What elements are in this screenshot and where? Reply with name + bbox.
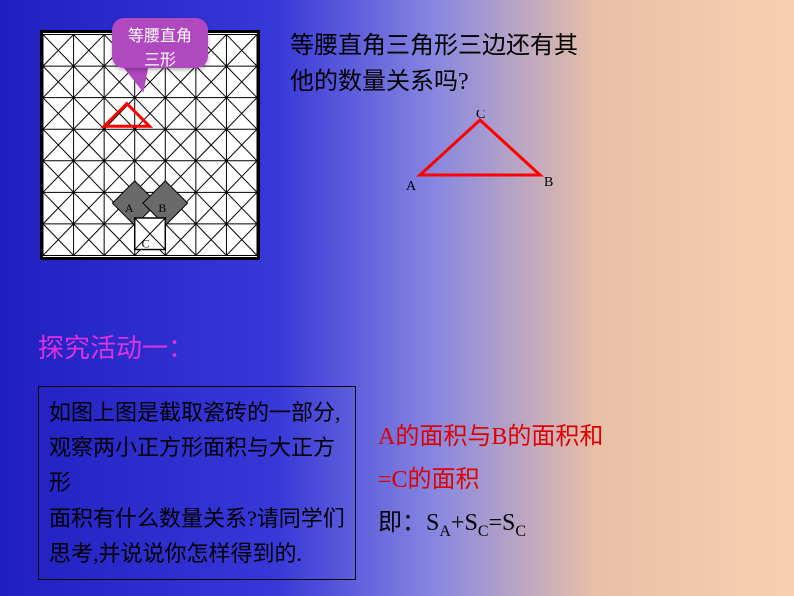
callout-bubble: 等腰直角 三形 bbox=[112, 18, 208, 68]
question-line1: 等腰直角三角形三边还有其 bbox=[290, 33, 578, 59]
body-text: 如图上图是截取瓷砖的一部分, 观察两小正方形面积与大正方形 面积有什么数量关系?… bbox=[38, 386, 356, 580]
question-line2: 他的数量关系吗? bbox=[290, 69, 469, 95]
result-l2: =C的面积 bbox=[378, 467, 480, 493]
result-mid1: +S bbox=[451, 510, 478, 536]
section-title: 探究活动一： bbox=[38, 328, 194, 365]
body-l3: 面积有什么数量关系?请同学们 bbox=[49, 506, 345, 531]
triangle-svg: A B C bbox=[390, 110, 590, 210]
result-mid2: =S bbox=[488, 510, 515, 536]
triangle-diagram: A B C bbox=[390, 110, 590, 210]
result-text: A的面积与B的面积和 =C的面积 即：SA+SC=SC bbox=[378, 416, 603, 547]
question-text: 等腰直角三角形三边还有其 他的数量关系吗? bbox=[290, 28, 578, 100]
grid-label-b: B bbox=[158, 201, 166, 215]
triangle-abc bbox=[420, 120, 540, 175]
result-l3-prefix: 即：S bbox=[378, 510, 439, 536]
body-l1: 如图上图是截取瓷砖的一部分, bbox=[49, 400, 341, 425]
callout-line2: 三形 bbox=[144, 52, 176, 69]
result-l1: A的面积与B的面积和 bbox=[378, 424, 603, 450]
vertex-a: A bbox=[406, 179, 417, 194]
callout-line1: 等腰直角 bbox=[128, 28, 192, 45]
result-sub-a: A bbox=[439, 523, 451, 540]
vertex-b: B bbox=[544, 175, 553, 190]
result-sub-c1: C bbox=[478, 523, 489, 540]
grid-label-c: C bbox=[142, 237, 150, 251]
grid-label-a: A bbox=[125, 201, 134, 215]
vertex-c: C bbox=[476, 110, 485, 122]
body-l2: 观察两小正方形面积与大正方形 bbox=[49, 435, 335, 495]
body-l4: 思考,并说说你怎样得到的. bbox=[49, 541, 302, 566]
result-sub-c2: C bbox=[515, 523, 526, 540]
